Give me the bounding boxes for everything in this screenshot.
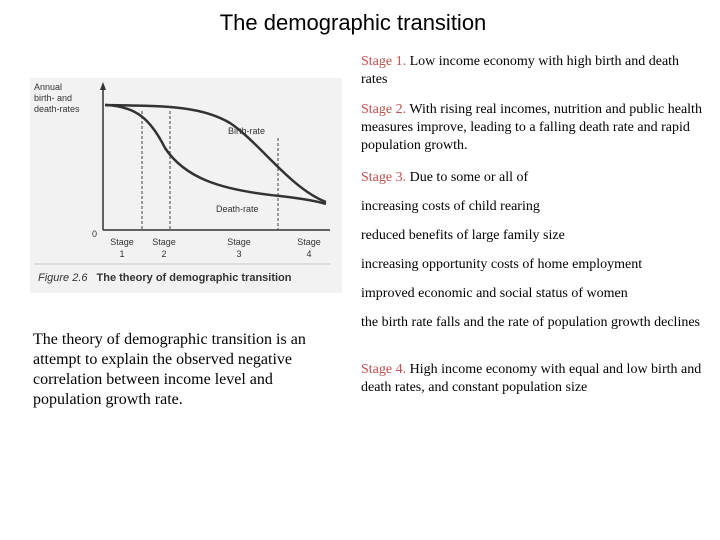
death-rate-label: Death-rate (216, 204, 259, 214)
stage-1-text: Low income economy with high birth and d… (361, 54, 680, 87)
figure-caption: Figure 2.6 The theory of demographic tra… (38, 268, 292, 285)
stage-4-number: 4 (306, 249, 311, 259)
stage-3-word: Stage (227, 237, 251, 247)
stage-3-factor-3: increasing opportunity costs of home emp… (361, 257, 643, 272)
stage-3-label: Stage 3. (361, 170, 407, 185)
origin-label: 0 (92, 229, 97, 239)
stage-3-conclusion: the birth rate falls and the rate of pop… (361, 315, 701, 330)
caption-number: Figure 2.6 (38, 272, 88, 284)
figure-svg: Annual birth- and death-rates 0 Birth-ra… (34, 82, 330, 285)
stage-4-word: Stage (297, 237, 321, 247)
stage-2-text: With rising real incomes, nutrition and … (361, 102, 702, 153)
stage-1-number: 1 (119, 249, 124, 259)
stage-4-label: Stage 4. (361, 362, 407, 377)
y-axis-label-line-3: death-rates (34, 104, 80, 114)
stage-4-paragraph: Stage 4. High income economy with equal … (361, 361, 706, 397)
stage-3-factor-4: improved economic and social status of w… (361, 286, 628, 301)
stage-2-word: Stage (152, 237, 176, 247)
stage-4-text: High income economy with equal and low b… (361, 362, 702, 395)
demographic-transition-figure: Annual birth- and death-rates 0 Birth-ra… (30, 78, 342, 293)
stage-1-word: Stage (110, 237, 134, 247)
stage-2-number: 2 (161, 249, 166, 259)
page-title: The demographic transition (219, 10, 487, 35)
stage-3-factor-2: reduced benefits of large family size (361, 228, 565, 243)
death-rate-curve (104, 103, 327, 206)
y-axis-arrow-icon (100, 82, 106, 90)
stage-3-paragraph: Stage 3. Due to some or all of (361, 169, 706, 187)
birth-rate-curve (104, 103, 327, 204)
stage-3-number: 3 (236, 249, 241, 259)
stage-1-paragraph: Stage 1. Low income economy with high bi… (361, 53, 706, 89)
birth-rate-label: Birth-rate (228, 126, 265, 136)
y-axis-label-line-2: birth- and (34, 93, 72, 103)
stage-1-label: Stage 1. (361, 54, 407, 69)
stage-3-factor-1: increasing costs of child rearing (361, 199, 540, 214)
y-axis-label-line-1: Annual (34, 82, 62, 92)
stage-3-text: Due to some or all of (406, 170, 529, 185)
summary-text: The theory of demographic transition is … (33, 331, 306, 408)
caption-text: The theory of demographic transition (97, 272, 292, 284)
stage-2-paragraph: Stage 2. With rising real incomes, nutri… (361, 101, 706, 155)
stage-2-label: Stage 2. (361, 102, 407, 117)
